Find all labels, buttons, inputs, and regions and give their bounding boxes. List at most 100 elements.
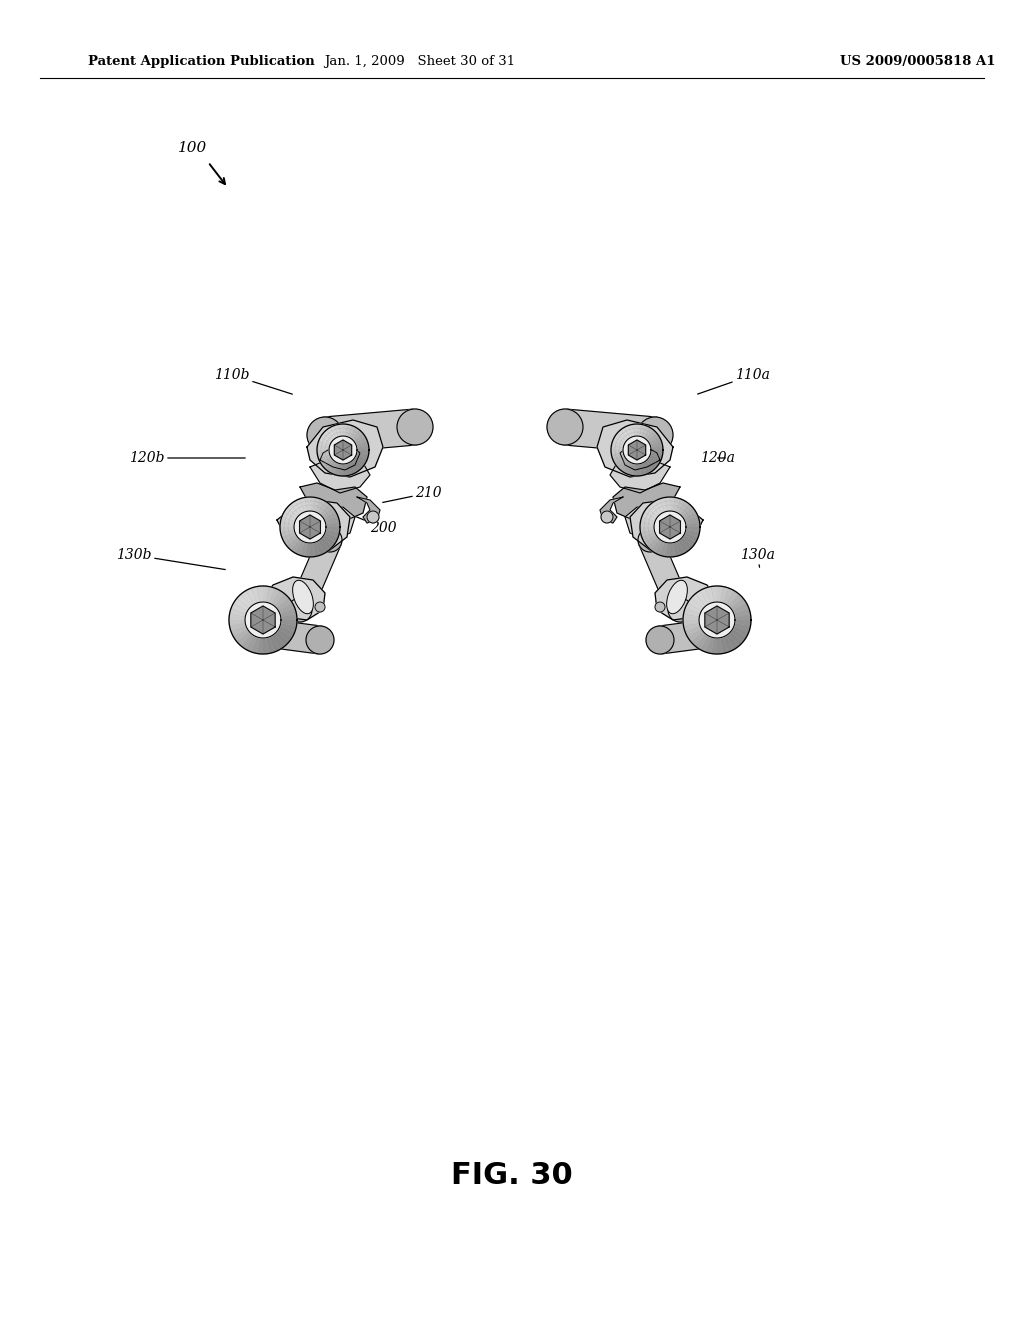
- Wedge shape: [318, 540, 330, 553]
- Wedge shape: [326, 527, 340, 532]
- Wedge shape: [728, 594, 743, 609]
- Wedge shape: [735, 614, 751, 620]
- Text: 200: 200: [343, 511, 396, 535]
- Wedge shape: [647, 504, 659, 516]
- Wedge shape: [644, 461, 653, 473]
- Polygon shape: [280, 498, 340, 557]
- Wedge shape: [646, 430, 657, 441]
- Wedge shape: [305, 498, 310, 511]
- Wedge shape: [282, 512, 296, 521]
- Wedge shape: [339, 463, 343, 477]
- Text: 130a: 130a: [740, 548, 775, 568]
- Wedge shape: [617, 430, 628, 441]
- Wedge shape: [334, 425, 341, 437]
- Wedge shape: [611, 445, 624, 450]
- Wedge shape: [706, 586, 714, 603]
- Wedge shape: [251, 638, 260, 653]
- Wedge shape: [640, 521, 654, 527]
- Wedge shape: [685, 516, 699, 524]
- Polygon shape: [563, 409, 656, 453]
- Wedge shape: [318, 437, 331, 445]
- Circle shape: [288, 598, 312, 622]
- Wedge shape: [611, 453, 624, 459]
- Wedge shape: [257, 638, 263, 653]
- Wedge shape: [280, 609, 297, 616]
- Wedge shape: [665, 498, 670, 511]
- Text: Patent Application Publication: Patent Application Publication: [88, 55, 314, 69]
- Wedge shape: [325, 516, 340, 524]
- Wedge shape: [633, 424, 637, 436]
- Wedge shape: [695, 634, 708, 649]
- Circle shape: [638, 528, 662, 552]
- Wedge shape: [317, 441, 330, 447]
- Wedge shape: [229, 614, 246, 620]
- Circle shape: [668, 598, 692, 622]
- Wedge shape: [659, 498, 668, 512]
- Polygon shape: [289, 536, 341, 615]
- Wedge shape: [231, 603, 248, 614]
- Wedge shape: [284, 508, 298, 519]
- Polygon shape: [329, 436, 357, 465]
- Wedge shape: [695, 590, 708, 606]
- Polygon shape: [705, 606, 729, 634]
- Circle shape: [367, 511, 379, 523]
- Wedge shape: [276, 630, 293, 642]
- Polygon shape: [294, 511, 326, 543]
- Wedge shape: [356, 445, 369, 450]
- Wedge shape: [266, 638, 274, 653]
- Wedge shape: [324, 512, 338, 521]
- Wedge shape: [700, 587, 711, 605]
- Wedge shape: [352, 459, 362, 470]
- Wedge shape: [731, 598, 746, 611]
- Wedge shape: [686, 527, 700, 532]
- Wedge shape: [633, 463, 637, 477]
- Wedge shape: [229, 620, 246, 626]
- Wedge shape: [274, 631, 289, 645]
- Text: Jan. 1, 2009   Sheet 30 of 31: Jan. 1, 2009 Sheet 30 of 31: [325, 55, 515, 69]
- Wedge shape: [284, 535, 298, 546]
- Wedge shape: [649, 455, 662, 463]
- Polygon shape: [620, 445, 660, 470]
- Wedge shape: [350, 461, 359, 473]
- Polygon shape: [290, 500, 355, 540]
- Wedge shape: [327, 428, 336, 440]
- Wedge shape: [330, 425, 338, 438]
- Wedge shape: [312, 543, 321, 557]
- Wedge shape: [272, 634, 285, 649]
- Wedge shape: [317, 445, 329, 450]
- Wedge shape: [324, 430, 334, 441]
- Wedge shape: [276, 598, 293, 611]
- Wedge shape: [348, 462, 356, 474]
- Wedge shape: [287, 504, 300, 516]
- Wedge shape: [678, 502, 689, 515]
- Wedge shape: [647, 537, 659, 550]
- Wedge shape: [611, 450, 624, 454]
- Wedge shape: [317, 453, 330, 459]
- Wedge shape: [642, 532, 656, 543]
- Wedge shape: [310, 498, 315, 511]
- Polygon shape: [307, 420, 383, 477]
- Wedge shape: [683, 623, 700, 632]
- Text: 210: 210: [383, 486, 441, 503]
- Wedge shape: [685, 603, 701, 614]
- Wedge shape: [644, 428, 653, 440]
- Wedge shape: [682, 508, 696, 519]
- Wedge shape: [339, 424, 343, 436]
- Wedge shape: [726, 590, 739, 606]
- Wedge shape: [269, 636, 280, 652]
- Wedge shape: [291, 502, 302, 515]
- Polygon shape: [640, 498, 700, 557]
- Wedge shape: [356, 441, 369, 447]
- Wedge shape: [676, 499, 685, 513]
- Wedge shape: [269, 587, 280, 605]
- Wedge shape: [345, 463, 352, 475]
- Wedge shape: [263, 586, 269, 602]
- Wedge shape: [323, 535, 336, 546]
- Wedge shape: [312, 498, 321, 512]
- Polygon shape: [324, 409, 417, 453]
- Wedge shape: [317, 450, 329, 454]
- Wedge shape: [637, 424, 641, 436]
- Wedge shape: [682, 535, 696, 546]
- Circle shape: [637, 417, 673, 453]
- Polygon shape: [260, 577, 325, 620]
